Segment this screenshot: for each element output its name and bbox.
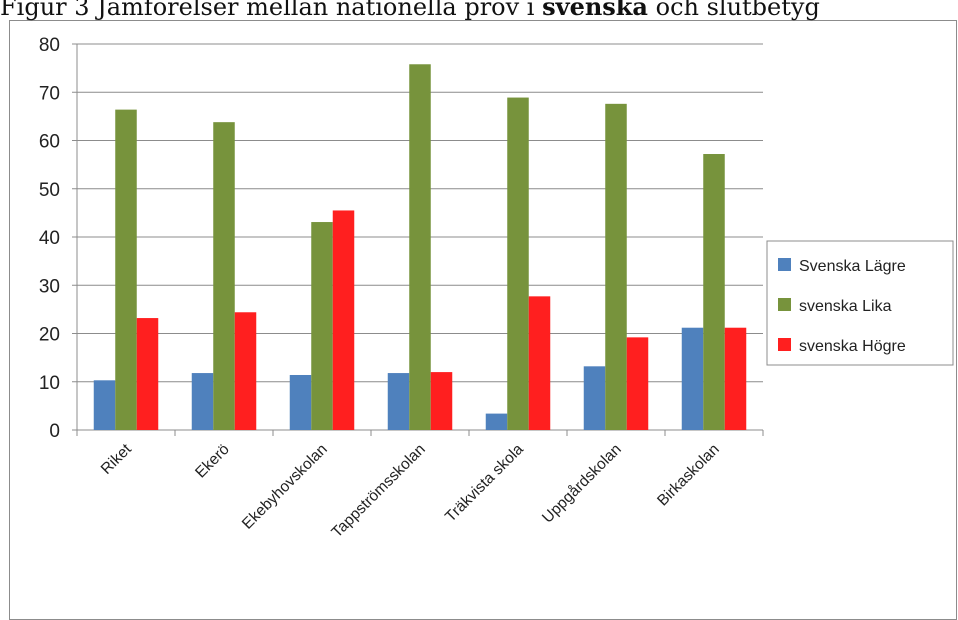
bar-lika: [703, 154, 725, 430]
legend-swatch: [778, 298, 791, 311]
figure-caption: Figur 3 Jämförelser mellan nationella pr…: [0, 0, 958, 24]
y-tick-label: 20: [39, 325, 60, 346]
x-category-label: Birkaskolan: [654, 441, 723, 510]
y-tick-label: 70: [39, 83, 60, 104]
bar-lika: [115, 109, 137, 431]
legend-label: svenska Lika: [799, 298, 892, 315]
bar-lagre: [387, 373, 410, 430]
legend-box: [766, 240, 954, 366]
y-tick-label: 40: [39, 228, 60, 249]
bar-hogre: [724, 327, 747, 430]
y-tick-label: 0: [49, 421, 60, 442]
x-category-label: Tappströmsskolan: [328, 441, 428, 541]
bar-lagre: [485, 413, 508, 430]
x-category-label: Ekerö: [192, 441, 233, 482]
bar-lika: [409, 64, 431, 430]
bar-hogre: [234, 312, 257, 430]
caption-prefix: Figur 3 Jämförelser mellan nationella pr…: [0, 0, 543, 21]
bar-lagre: [93, 380, 116, 430]
bar-hogre: [528, 296, 551, 430]
y-tick-label: 60: [39, 132, 60, 153]
caption-subject: svenska: [542, 0, 648, 21]
bar-lagre: [583, 366, 606, 430]
bar-chart: 0 10 20 30 40 50 60 70 80 Riket Ekerö Ekebyhovskola…: [39, 35, 954, 541]
legend-swatch: [778, 338, 791, 351]
bar-hogre: [136, 318, 159, 430]
bar-lagre: [289, 374, 312, 430]
caption-suffix: och slutbetyg: [647, 0, 820, 21]
bar-lika: [605, 103, 627, 430]
x-category-label: Riket: [98, 440, 135, 477]
bar-lika: [213, 122, 235, 430]
bar-hogre: [332, 210, 355, 430]
y-tick-label: 80: [39, 35, 60, 56]
y-tick-label: 10: [39, 373, 60, 394]
legend-label: Svenska Lägre: [799, 258, 906, 275]
x-category-label: Ekebyhovskolan: [239, 441, 331, 533]
bar-lagre: [191, 373, 214, 430]
x-category-label: Träkvista skola: [442, 441, 527, 526]
bar-lika: [311, 222, 333, 430]
bar-hogre: [626, 337, 649, 430]
bar-lagre: [681, 327, 704, 430]
legend-label: svenska Högre: [799, 338, 906, 355]
y-tick-label: 50: [39, 180, 60, 201]
legend-swatch: [778, 258, 791, 271]
y-tick-label: 30: [39, 276, 60, 297]
bar-lika: [507, 97, 529, 431]
bar-hogre: [430, 372, 453, 430]
x-category-label: Uppgårdskolan: [539, 441, 625, 527]
